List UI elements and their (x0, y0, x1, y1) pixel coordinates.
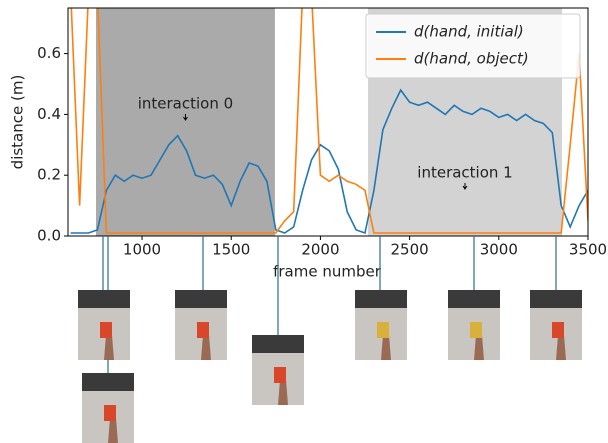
thumbnail-object (470, 322, 482, 338)
legend-label: d(hand, object) (414, 50, 529, 68)
region-label: interaction 1 (417, 164, 512, 182)
x-tick-label: 2000 (301, 241, 339, 259)
x-tick-label: 3500 (569, 241, 607, 259)
x-tick-label: 1500 (212, 241, 250, 259)
y-tick-label: 0.6 (37, 44, 61, 62)
thumbnail-desk (82, 373, 134, 391)
thumbnail-object (197, 322, 209, 338)
x-tick-label: 3000 (480, 241, 518, 259)
x-tick-label: 2500 (391, 241, 429, 259)
thumbnail-object (552, 322, 564, 338)
thumbnail-desk (530, 290, 582, 308)
thumbnail-object (104, 405, 116, 421)
interaction-region (96, 8, 275, 236)
thumbnail-desk (448, 290, 500, 308)
thumbnail-desk (175, 290, 227, 308)
y-axis-label: distance (m) (9, 75, 27, 170)
thumbnail-desk (78, 290, 130, 308)
thumbnail-desk (252, 335, 304, 353)
thumbnail-object (100, 322, 112, 338)
legend-label: d(hand, initial) (414, 23, 524, 41)
y-tick-label: 0.0 (37, 227, 61, 245)
x-axis-label: frame number (273, 263, 382, 281)
thumbnail-object (274, 367, 286, 383)
chart: interaction 0interaction 1 frame number … (0, 0, 608, 443)
x-tick-label: 1000 (123, 241, 161, 259)
y-tick-label: 0.4 (37, 105, 61, 123)
region-label: interaction 0 (138, 95, 233, 113)
y-tick-label: 0.2 (37, 166, 61, 184)
thumbnail-object (377, 322, 389, 338)
thumbnail-desk (355, 290, 407, 308)
